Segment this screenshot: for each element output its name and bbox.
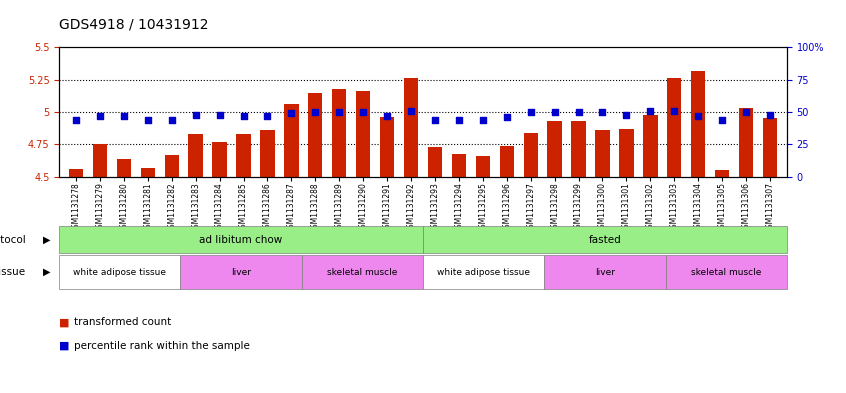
- Point: [332, 109, 346, 115]
- Bar: [332, 89, 346, 177]
- Point: [213, 112, 227, 118]
- Bar: [596, 130, 610, 177]
- Text: ▶: ▶: [43, 267, 50, 277]
- Point: [428, 117, 442, 123]
- Bar: [524, 133, 538, 177]
- Point: [644, 108, 657, 114]
- Point: [165, 117, 179, 123]
- Bar: [619, 129, 634, 177]
- Text: liver: liver: [231, 268, 251, 277]
- Text: protocol: protocol: [0, 235, 25, 245]
- Text: liver: liver: [595, 268, 615, 277]
- Bar: [261, 130, 275, 177]
- Point: [596, 109, 609, 115]
- Point: [476, 117, 490, 123]
- Point: [691, 113, 705, 119]
- Bar: [763, 119, 777, 177]
- Point: [93, 113, 107, 119]
- Point: [452, 117, 465, 123]
- Point: [189, 112, 202, 118]
- Text: ▶: ▶: [43, 235, 50, 245]
- Bar: [380, 117, 394, 177]
- Text: skeletal muscle: skeletal muscle: [327, 268, 398, 277]
- Text: fasted: fasted: [589, 235, 621, 245]
- Text: percentile rank within the sample: percentile rank within the sample: [74, 341, 250, 351]
- Bar: [69, 169, 83, 177]
- Bar: [475, 156, 490, 177]
- Bar: [428, 147, 442, 177]
- Point: [619, 112, 633, 118]
- Point: [284, 110, 298, 116]
- Bar: [547, 121, 562, 177]
- Text: ad libitum chow: ad libitum chow: [200, 235, 283, 245]
- Text: skeletal muscle: skeletal muscle: [691, 268, 761, 277]
- Text: ■: ■: [59, 341, 69, 351]
- Bar: [500, 146, 514, 177]
- Text: ■: ■: [59, 317, 69, 327]
- Point: [141, 117, 155, 123]
- Bar: [715, 171, 729, 177]
- Point: [572, 109, 585, 115]
- Bar: [643, 115, 657, 177]
- Point: [356, 109, 370, 115]
- Point: [261, 113, 274, 119]
- Text: tissue: tissue: [0, 267, 25, 277]
- Point: [117, 113, 130, 119]
- Bar: [284, 104, 299, 177]
- Text: white adipose tissue: white adipose tissue: [74, 268, 167, 277]
- Point: [69, 117, 83, 123]
- Text: transformed count: transformed count: [74, 317, 172, 327]
- Point: [524, 109, 537, 115]
- Bar: [236, 134, 250, 177]
- Bar: [93, 145, 107, 177]
- Bar: [212, 142, 227, 177]
- Point: [548, 109, 562, 115]
- Bar: [308, 92, 322, 177]
- Bar: [739, 108, 753, 177]
- Bar: [571, 121, 585, 177]
- Bar: [691, 70, 706, 177]
- Bar: [667, 78, 682, 177]
- Bar: [404, 78, 418, 177]
- Point: [309, 109, 322, 115]
- Point: [667, 108, 681, 114]
- Point: [404, 108, 418, 114]
- Bar: [140, 168, 155, 177]
- Bar: [117, 159, 131, 177]
- Bar: [452, 154, 466, 177]
- Bar: [189, 134, 203, 177]
- Text: GDS4918 / 10431912: GDS4918 / 10431912: [59, 17, 209, 31]
- Bar: [164, 155, 179, 177]
- Text: white adipose tissue: white adipose tissue: [437, 268, 530, 277]
- Point: [763, 112, 777, 118]
- Point: [739, 109, 753, 115]
- Point: [237, 113, 250, 119]
- Point: [500, 114, 514, 120]
- Bar: [356, 91, 371, 177]
- Point: [381, 113, 394, 119]
- Point: [716, 117, 729, 123]
